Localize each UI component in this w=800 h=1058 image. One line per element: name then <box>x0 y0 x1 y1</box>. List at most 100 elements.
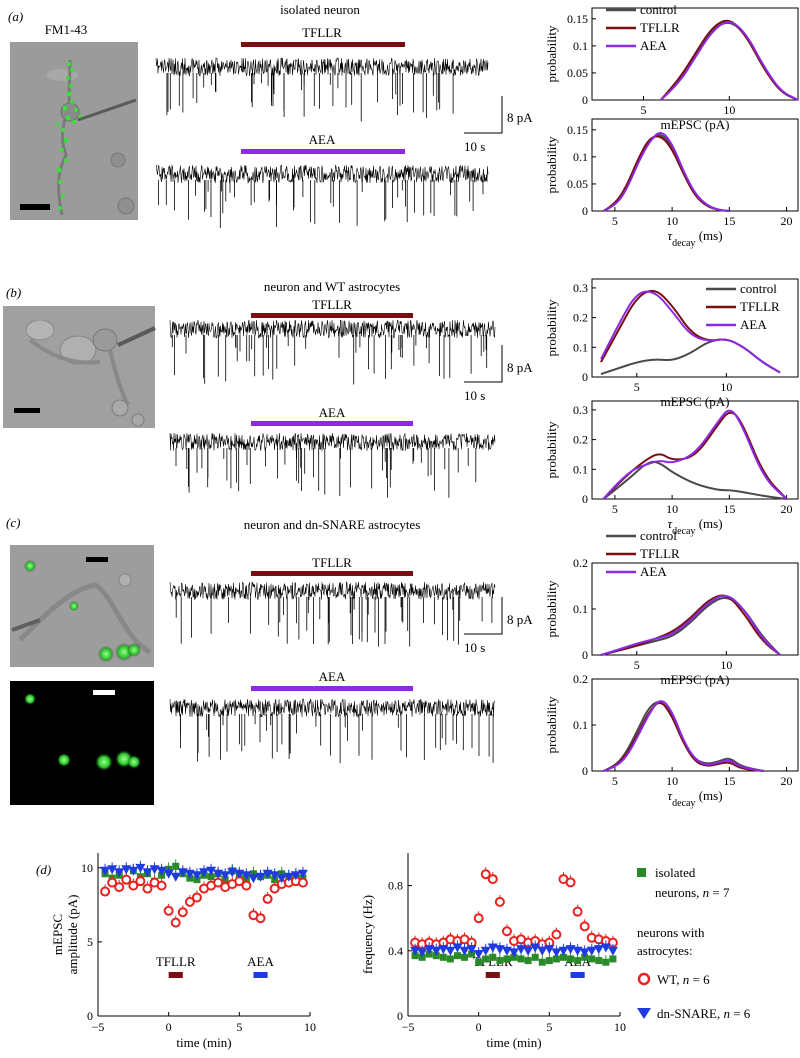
amp-scale-label: 8 pA <box>507 360 533 375</box>
panel-a-label: (a) <box>8 9 23 24</box>
point-dn-snare <box>191 871 202 881</box>
panel-b-scale-bar: 8 pA 10 s <box>464 345 533 403</box>
x-axis-label: mEPSC (pA) <box>661 117 730 132</box>
point-isolated <box>574 957 582 965</box>
x-axis-label: time (min) <box>176 1035 231 1050</box>
legend-label: control <box>640 2 677 17</box>
panel-c-label: (c) <box>6 515 20 530</box>
y-tick-label: 0.2 <box>573 433 588 447</box>
y-axis-label: probability <box>544 580 559 638</box>
drug-bar-label: TFLLR <box>156 954 196 969</box>
point-dn-snare <box>276 874 287 884</box>
series-line-aea <box>603 700 764 772</box>
point-dn-snare <box>565 945 576 955</box>
plot-frame <box>591 7 799 101</box>
y-tick-label: 0.8 <box>388 879 403 893</box>
point-wt <box>163 905 174 916</box>
point-wt <box>121 874 132 885</box>
point-dn-snare <box>452 943 463 953</box>
y-tick-label: 0 <box>397 1009 403 1023</box>
legend-dn-snare: dn-SNARE, n = 6 <box>657 1006 751 1021</box>
y-tick-label: 0.2 <box>573 672 588 686</box>
point-dn-snare <box>593 945 604 955</box>
series-line-aea <box>603 132 730 212</box>
point-dn-snare <box>290 871 301 881</box>
y-tick-label: 0.4 <box>388 944 403 958</box>
y-tick-label: 0.05 <box>567 177 588 191</box>
point-isolated <box>496 957 504 965</box>
point-isolated <box>453 952 461 960</box>
series-line-control <box>600 338 781 375</box>
point-dn-snare <box>156 866 167 876</box>
x-tick-label: 10 <box>720 380 732 394</box>
series-line-aea <box>600 594 781 656</box>
point-isolated <box>552 955 560 963</box>
x-tick-label: 10 <box>666 502 678 516</box>
point-dn-snare <box>417 948 428 958</box>
point-wt <box>114 882 125 893</box>
series-line-aea <box>600 290 781 374</box>
legend-wt: WT, n = 6 <box>657 972 710 987</box>
point-isolated <box>588 955 596 963</box>
x-tick-label: 10 <box>666 214 678 228</box>
point-wt <box>501 926 512 937</box>
y-tick-label: 0.1 <box>573 150 588 164</box>
amp-scale-label: 8 pA <box>507 612 533 627</box>
x-tick-label: 20 <box>781 214 793 228</box>
point-wt <box>297 877 308 888</box>
panel-c-micrograph-fluorescence <box>10 681 154 805</box>
y-tick-label: 0.1 <box>573 602 588 616</box>
panel-b-title: neuron and WT astrocytes <box>264 279 400 294</box>
point-isolated <box>489 953 497 961</box>
y-axis-label: probability <box>544 136 559 194</box>
point-wt <box>269 883 280 894</box>
series-line-control <box>603 701 764 772</box>
scale-bar-icon <box>20 204 50 210</box>
y-axis-label: probability <box>544 696 559 754</box>
legend-isolated-n: neurons, n = 7 <box>655 885 730 900</box>
y-tick-label: 0.15 <box>567 123 588 137</box>
panel-b: (b) neuron and WT astrocytes TFLLR AEA 8… <box>3 278 799 537</box>
legend-label: AEA <box>740 317 767 332</box>
point-isolated <box>602 958 610 966</box>
point-isolated <box>517 955 525 963</box>
point-isolated <box>567 955 575 963</box>
legend-with-astrocytes: neurons with <box>637 925 705 940</box>
point-wt <box>473 913 484 924</box>
noise-trace <box>169 432 496 452</box>
point-dn-snare <box>248 874 259 884</box>
point-dn-snare <box>480 946 491 956</box>
time-scale-label: 10 s <box>464 640 485 655</box>
point-isolated <box>595 957 603 965</box>
scale-bar-icon <box>14 408 40 413</box>
point-dn-snare <box>530 943 541 953</box>
point-dn-snare <box>283 872 294 882</box>
point-wt <box>100 886 111 897</box>
panel-b-drug-bar-1 <box>251 313 413 318</box>
series-line-aea <box>660 21 799 101</box>
point-dn-snare <box>600 943 611 953</box>
panel-b-tau-distribution: 0 0.1 0.2 0.3 5 10 15 20 probability τdecay (ms) <box>544 400 799 537</box>
y-tick-label: 5 <box>87 935 93 949</box>
point-dn-snare <box>551 948 562 958</box>
drug-bar <box>168 971 183 978</box>
point-dn-snare <box>128 866 139 876</box>
y-tick-label: 0.05 <box>567 66 588 80</box>
series-line-tfllr <box>602 411 788 500</box>
point-dn-snare <box>466 945 477 955</box>
legend-circle-icon <box>637 972 651 986</box>
point-wt <box>494 896 505 907</box>
panel-c-bar-label-1: TFLLR <box>312 555 352 570</box>
point-dn-snare <box>142 868 153 878</box>
x-axis-label: τdecay (ms) <box>667 788 722 809</box>
legend-label: TFLLR <box>640 20 680 35</box>
point-wt <box>551 929 562 940</box>
point-isolated <box>503 955 511 963</box>
noise-trace <box>155 57 489 77</box>
point-dn-snare <box>544 945 555 955</box>
panel-d-label: (d) <box>36 862 51 877</box>
y-tick-label: 0.2 <box>573 556 588 570</box>
panel-a-title: isolated neuron <box>280 2 360 17</box>
